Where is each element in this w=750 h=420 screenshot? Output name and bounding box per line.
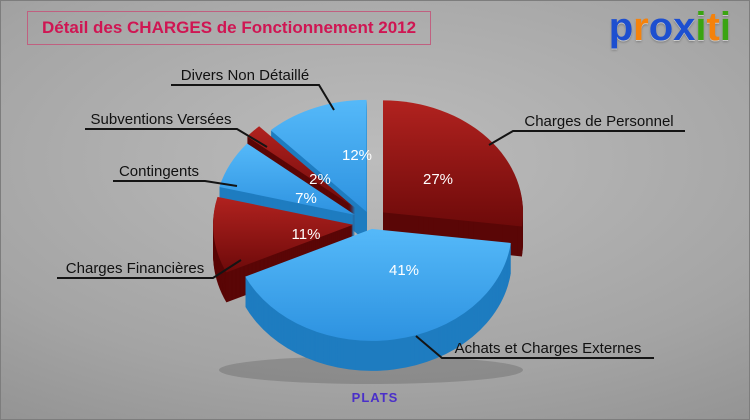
pie-slice — [245, 228, 511, 341]
pie-slice — [219, 143, 355, 215]
pie-slice — [270, 99, 367, 212]
slice-callout-label: Divers Non Détaillé — [181, 67, 309, 84]
slice-callout-label: Contingents — [119, 163, 199, 180]
pie-slice — [247, 126, 355, 208]
slice-pct-label: 12% — [342, 147, 372, 164]
logo-letter: i — [695, 5, 707, 49]
slice-callout-label: Charges Financières — [66, 260, 204, 277]
logo-letter: t — [706, 5, 720, 49]
slice-pct-label: 41% — [389, 262, 419, 279]
callout-line — [415, 335, 654, 359]
callout-line — [57, 259, 242, 279]
slice-pct-label: 2% — [309, 171, 331, 188]
footer-label: PLATS — [351, 390, 399, 405]
proxiti-logo[interactable]: proxiti — [609, 1, 731, 53]
logo-letter: r — [633, 5, 649, 49]
callout-line — [113, 180, 238, 187]
slice-pct-label: 11% — [292, 226, 321, 243]
chart-title: Détail des CHARGES de Fonctionnement 201… — [42, 18, 417, 37]
slice-pct-label: 7% — [295, 190, 317, 207]
slice-callout-label: Achats et Charges Externes — [455, 340, 642, 357]
slice-pct-label: 27% — [423, 171, 453, 188]
slice-callout-label: Subventions Versées — [91, 111, 232, 128]
logo-letter: o — [648, 5, 674, 49]
chart-title-box: Détail des CHARGES de Fonctionnement 201… — [27, 11, 432, 45]
slice-callout-label: Charges de Personnel — [524, 113, 673, 130]
callout-line — [488, 130, 685, 146]
pie-slice — [383, 100, 524, 227]
logo-letter: p — [608, 5, 634, 49]
pie-slice — [213, 196, 354, 273]
logo-letter: i — [719, 5, 731, 49]
logo-letter: x — [673, 5, 696, 49]
callout-line — [171, 84, 335, 111]
callout-line — [85, 128, 268, 148]
